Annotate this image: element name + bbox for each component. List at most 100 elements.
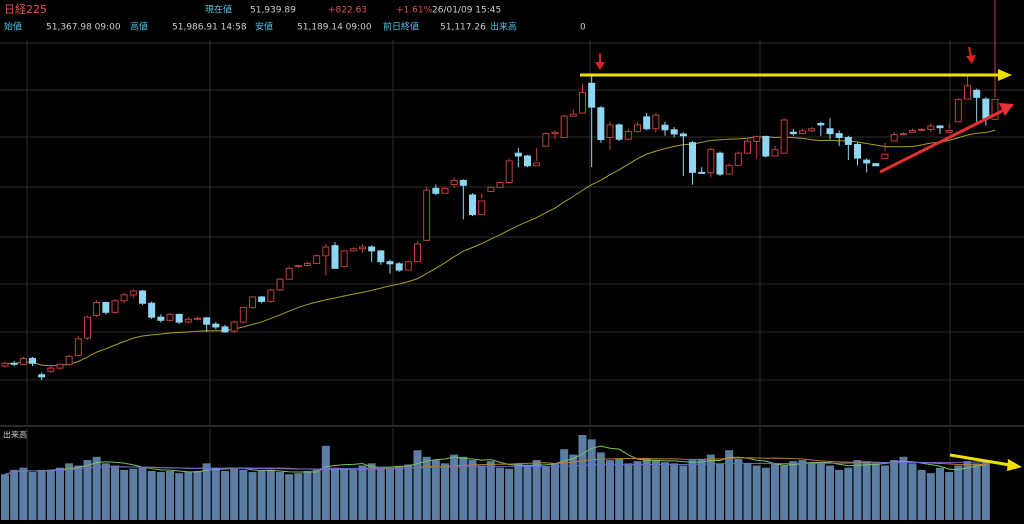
- volume-bar: [459, 456, 468, 520]
- volume-bar: [899, 456, 908, 520]
- volume-bar: [706, 454, 715, 520]
- candle-body: [817, 123, 825, 126]
- field-label: 現在値: [205, 4, 232, 16]
- volume-bar: [734, 458, 743, 520]
- volume-bar: [541, 466, 550, 520]
- candle-body: [102, 302, 110, 313]
- candle-body: [175, 313, 183, 323]
- volume-bar: [853, 460, 862, 520]
- volume-bar: [202, 463, 211, 520]
- candle-body: [707, 148, 715, 174]
- candle-body: [65, 355, 73, 365]
- field-label: 安値: [255, 21, 273, 33]
- candle-body: [377, 250, 385, 263]
- volume-bar: [716, 463, 724, 520]
- candle-body: [918, 128, 926, 131]
- candle-body: [487, 186, 495, 193]
- candle-body: [349, 248, 357, 252]
- arrow: [949, 453, 1011, 467]
- arrow: [879, 108, 1005, 174]
- volume-bar: [395, 466, 404, 520]
- volume-bar: [56, 467, 64, 520]
- candle-body: [927, 125, 935, 130]
- volume-bar: [972, 463, 981, 520]
- volume-bar: [184, 472, 193, 520]
- volume-bar: [321, 445, 330, 520]
- volume-bar: [230, 468, 239, 520]
- candle-body: [753, 135, 761, 142]
- candle-body: [789, 131, 797, 135]
- volume-bar: [596, 452, 605, 520]
- candle-body: [38, 374, 46, 378]
- candle-body: [588, 82, 596, 108]
- volume-bar: [367, 463, 376, 520]
- candle-body: [826, 128, 834, 135]
- arrow-head: [1007, 459, 1022, 471]
- field-label: 始値: [4, 21, 22, 33]
- candle-body: [404, 261, 412, 271]
- candle-body: [945, 129, 953, 133]
- arrow-head: [999, 103, 1014, 116]
- volume-bar: [780, 465, 789, 520]
- volume-bar: [670, 463, 679, 520]
- candle-body: [441, 187, 449, 194]
- volume-bar: [46, 470, 55, 520]
- volume-bar: [505, 468, 514, 520]
- candle-body: [744, 140, 751, 154]
- volume-bar: [798, 460, 807, 520]
- candle-body: [899, 133, 907, 136]
- field-value: 51,117.26: [440, 23, 486, 33]
- volume-bar: [331, 467, 339, 520]
- volume-bar: [211, 467, 220, 520]
- candle-body: [84, 316, 91, 339]
- moving-average: [4, 129, 996, 367]
- candle-body: [212, 323, 220, 328]
- volume-bar: [679, 465, 688, 520]
- volume-bar: [303, 470, 312, 520]
- volume-bar: [642, 457, 651, 520]
- candle-body: [524, 155, 531, 167]
- field-value: +1.61%: [396, 6, 433, 16]
- volume-bar: [468, 460, 477, 520]
- volume-bar: [450, 454, 459, 520]
- candle-body: [597, 107, 605, 141]
- candle-body: [689, 142, 696, 173]
- candle-body: [1, 362, 9, 367]
- volume-bar: [101, 463, 110, 520]
- arrow-head: [998, 69, 1012, 81]
- volume-bar: [386, 467, 394, 520]
- arrow: [968, 46, 972, 58]
- volume-bar: [908, 463, 917, 520]
- candle-body: [478, 200, 486, 216]
- volume-bar: [358, 465, 367, 520]
- candle-body: [276, 278, 284, 291]
- candle-body: [414, 243, 421, 263]
- candle-body: [359, 246, 366, 250]
- field-value: 51,939.89: [250, 6, 296, 16]
- candle-body: [239, 306, 247, 323]
- volume-bar: [477, 465, 486, 520]
- volume-bar: [835, 469, 844, 520]
- candle-body: [734, 152, 742, 166]
- candle-body: [459, 179, 467, 186]
- volume-bar: [606, 460, 614, 520]
- volume-bar: [340, 468, 349, 520]
- volume-bar: [221, 470, 229, 520]
- candle-body: [139, 290, 146, 304]
- candle-body: [249, 296, 256, 308]
- candle-body: [93, 302, 101, 316]
- volume-bar: [276, 472, 284, 520]
- candle-body: [322, 246, 330, 257]
- candle-body: [395, 263, 403, 271]
- candle-body: [469, 194, 476, 216]
- candle-body: [670, 129, 678, 135]
- candle-body: [844, 136, 852, 145]
- candle-body: [716, 152, 724, 175]
- volume-bar: [83, 460, 92, 520]
- volume-bar: [881, 465, 889, 520]
- candle-body: [450, 179, 458, 186]
- candle-body: [19, 357, 27, 365]
- volume-bar: [156, 472, 165, 520]
- field-value: 0: [580, 23, 586, 33]
